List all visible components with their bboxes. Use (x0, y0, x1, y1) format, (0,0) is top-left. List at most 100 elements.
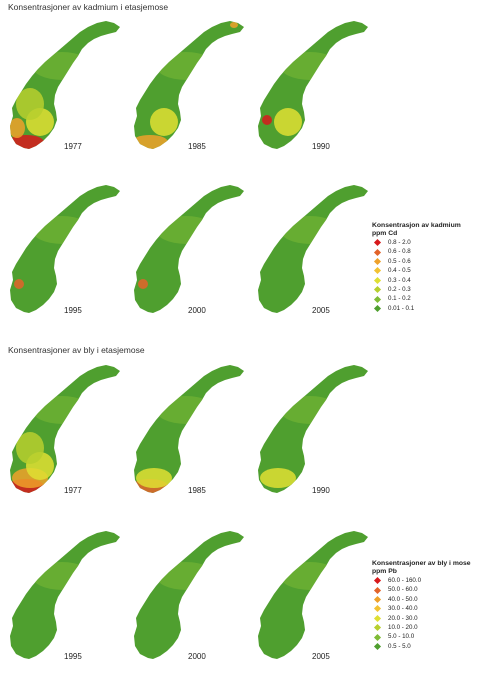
map-land (10, 185, 120, 313)
legend-swatch (373, 586, 382, 594)
legend-label: 0.1 - 0.2 (388, 295, 411, 303)
legend-swatch (373, 577, 382, 585)
legend-item: 0.8 - 2.0 (372, 238, 461, 247)
legend-item: 50.0 - 60.0 (372, 585, 471, 594)
cadmium-section-title: Konsentrasjoner av kadmium i etasjemose (8, 2, 169, 12)
concentration-hotspot (150, 108, 178, 136)
norway-map (10, 365, 120, 493)
map-texture (280, 216, 340, 244)
map-texture (32, 52, 92, 80)
map-year-label: 1990 (312, 486, 330, 495)
norway-map (258, 185, 368, 313)
map-year-label: 1985 (188, 142, 206, 151)
legend-swatch (373, 295, 382, 303)
map-texture (32, 216, 92, 244)
legend-label: 0.01 - 0.1 (388, 304, 415, 312)
map-land (134, 21, 244, 149)
map-texture (280, 396, 340, 424)
legend-label: 0.5 - 5.0 (388, 642, 411, 650)
legend-item: 0.5 - 5.0 (372, 642, 471, 651)
map-year-label: 2000 (188, 652, 206, 661)
legend-swatch (373, 633, 382, 641)
concentration-hotspot (10, 118, 25, 138)
map-panel: 2005 (250, 180, 374, 350)
concentration-hotspot (260, 468, 296, 488)
legend-label: 0.2 - 0.3 (388, 285, 411, 293)
concentration-hotspot (136, 468, 172, 488)
map-panel: 2000 (126, 526, 250, 696)
legend-swatch (373, 605, 382, 613)
concentration-hotspot (230, 22, 238, 28)
legend-item: 20.0 - 30.0 (372, 614, 471, 623)
legend-item: 0.4 - 0.5 (372, 266, 461, 275)
legend-swatch (373, 257, 382, 266)
map-land (10, 21, 120, 149)
legend-swatch (373, 276, 382, 284)
legend-swatch (373, 624, 382, 632)
legend-item: 0.6 - 0.8 (372, 247, 461, 256)
lead-legend-items: 60.0 - 160.0 50.0 - 60.0 40.0 - 50.0 30.0 -… (372, 576, 471, 651)
legend-item: 0.01 - 0.1 (372, 304, 461, 313)
map-texture (156, 562, 216, 590)
legend-label: 10.0 - 20.0 (388, 623, 418, 631)
cadmium-legend-unit: ppm Cd (372, 230, 398, 237)
norway-map (10, 21, 120, 149)
concentration-hotspot (274, 108, 302, 136)
legend-label: 0.6 - 0.8 (388, 248, 411, 256)
concentration-hotspot (138, 279, 148, 289)
map-panel: 1985 (126, 360, 250, 530)
map-panel: 2005 (250, 526, 374, 696)
concentration-hotspot (262, 115, 272, 125)
lead-legend-unit: ppm Pb (372, 568, 397, 575)
map-land (258, 531, 368, 659)
norway-map (134, 531, 244, 659)
map-texture (32, 396, 92, 424)
legend-label: 5.0 - 10.0 (388, 633, 415, 641)
concentration-hotspot (134, 135, 168, 149)
legend-label: 0.3 - 0.4 (388, 276, 411, 284)
map-land (258, 365, 368, 493)
legend-label: 0.5 - 0.6 (388, 257, 411, 265)
legend-swatch (373, 286, 382, 294)
map-panel: 1995 (2, 180, 126, 350)
legend-swatch (373, 304, 382, 312)
cadmium-legend: Konsentrasjon av kadmium ppm Cd 0.8 - 2.… (372, 222, 461, 313)
map-land (134, 185, 244, 313)
map-panel: 1977 (2, 16, 126, 186)
norway-map (258, 531, 368, 659)
legend-label: 30.0 - 40.0 (388, 605, 418, 613)
map-year-label: 1985 (188, 486, 206, 495)
norway-map (258, 365, 368, 493)
legend-label: 60.0 - 160.0 (388, 577, 422, 584)
map-year-label: 2005 (312, 652, 330, 661)
legend-item: 40.0 - 50.0 (372, 595, 471, 604)
legend-item: 0.5 - 0.6 (372, 257, 461, 266)
map-year-label: 1990 (312, 142, 330, 151)
legend-item: 0.1 - 0.2 (372, 294, 461, 303)
legend-swatch (373, 248, 382, 256)
lead-legend-title: Konsentrasjoner av bly i mose (372, 560, 471, 567)
map-panel: 1990 (250, 360, 374, 530)
legend-label: 50.0 - 60.0 (388, 586, 418, 594)
concentration-hotspot (14, 279, 24, 289)
map-year-label: 2000 (188, 306, 206, 315)
map-land (134, 531, 244, 659)
map-year-label: 1995 (64, 306, 82, 315)
legend-swatch (373, 267, 382, 275)
map-land (10, 531, 120, 659)
legend-item: 60.0 - 160.0 (372, 576, 471, 585)
map-texture (32, 562, 92, 590)
legend-label: 0.8 - 2.0 (388, 239, 411, 246)
cadmium-legend-title: Konsentrasjon av kadmium (372, 222, 461, 229)
legend-swatch (373, 239, 382, 247)
lead-section-title: Konsentrasjoner av bly i etasjemose (8, 345, 145, 355)
norway-map (10, 531, 120, 659)
map-panel: 1995 (2, 526, 126, 696)
norway-map (134, 21, 244, 149)
map-land (134, 365, 244, 493)
map-texture (156, 52, 216, 80)
norway-map (10, 185, 120, 313)
map-panel: 1990 (250, 16, 374, 186)
map-year-label: 2005 (312, 306, 330, 315)
legend-label: 20.0 - 30.0 (388, 614, 418, 622)
